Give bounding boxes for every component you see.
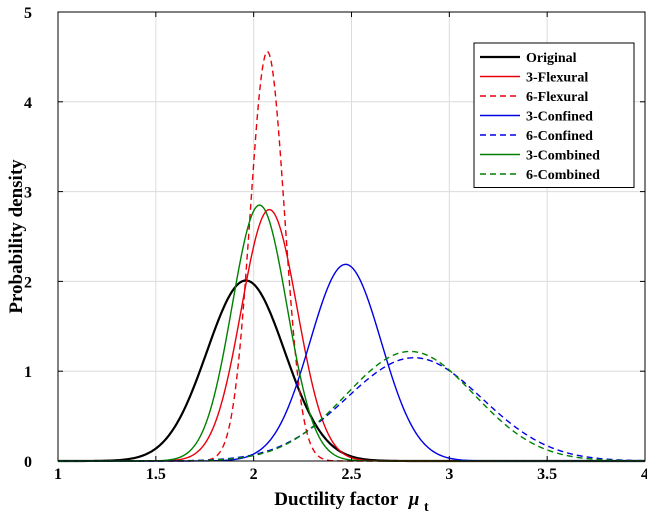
legend-label: Original bbox=[526, 51, 577, 66]
x-tick-label: 1.5 bbox=[146, 466, 166, 483]
y-tick-label: 1 bbox=[24, 364, 32, 381]
y-tick-label: 4 bbox=[24, 95, 32, 112]
x-tick-label: 3.5 bbox=[537, 466, 557, 483]
y-tick-label: 2 bbox=[24, 274, 32, 291]
legend-label: 3-Combined bbox=[526, 149, 600, 164]
series-line-6-confined bbox=[58, 357, 646, 462]
legend-label: 6-Combined bbox=[526, 168, 600, 183]
ticks bbox=[57, 11, 646, 462]
x-tick-label: 3 bbox=[445, 466, 453, 483]
x-tick-label: 2 bbox=[250, 466, 258, 483]
x-tick-label: 4 bbox=[641, 466, 647, 483]
legend-label: 6-Confined bbox=[526, 129, 593, 144]
x-tick-label: 1 bbox=[54, 466, 62, 483]
legend-label: 6-Flexural bbox=[526, 90, 588, 105]
x-axis-subscript: t bbox=[424, 500, 429, 515]
y-axis-title: Probability density bbox=[6, 159, 27, 314]
y-tick-label: 3 bbox=[24, 185, 32, 202]
y-tick-label: 0 bbox=[24, 454, 32, 471]
x-axis-title-text: Ductility factor bbox=[274, 489, 399, 510]
x-axis-title: Ductility factor μ t bbox=[274, 489, 429, 515]
legend-label: 3-Confined bbox=[526, 110, 593, 125]
y-tick-label: 5 bbox=[24, 5, 32, 22]
legend: Original 3-Flexural 6-Flexural 3-Confined 6-… bbox=[473, 42, 635, 188]
x-axis-symbol: μ bbox=[408, 489, 420, 510]
legend-label: 3-Flexural bbox=[526, 71, 588, 86]
x-tick-label: 2.5 bbox=[342, 466, 362, 483]
tick-labels: 1 1.5 2 2.5 3 3.5 4 0 1 2 3 4 5 bbox=[24, 5, 647, 483]
